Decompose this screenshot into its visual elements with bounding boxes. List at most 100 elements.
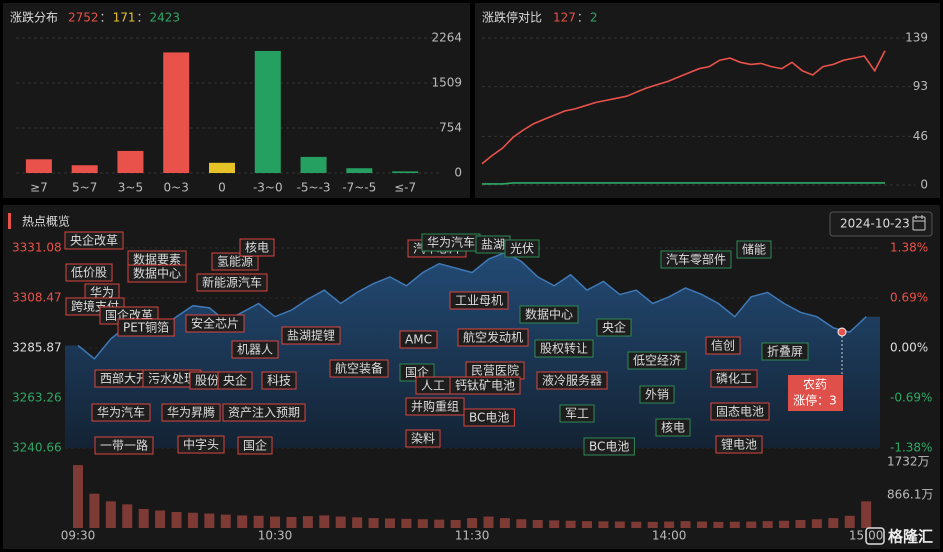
volume-bar <box>861 501 872 528</box>
hot-tag[interactable]: 低空经济 <box>627 351 687 370</box>
hot-tag[interactable]: 光伏 <box>504 239 540 258</box>
volume-bar <box>516 519 527 528</box>
hot-tag[interactable]: 资产注入预期 <box>222 403 306 422</box>
hot-tag[interactable]: 盐湖提锂 <box>281 326 341 345</box>
hot-tag[interactable]: 中字头 <box>177 435 225 454</box>
date-picker[interactable] <box>829 211 933 237</box>
hot-tag[interactable]: 锂电池 <box>715 435 763 454</box>
hot-tag[interactable]: BC电池 <box>463 408 515 427</box>
hot-tag[interactable]: 工业母机 <box>449 291 509 310</box>
y-tick-label: 1509 <box>431 76 462 90</box>
hot-tag[interactable]: BC电池 <box>583 437 635 456</box>
hot-tag[interactable]: AMC <box>399 330 438 349</box>
hot-tag[interactable]: 航空发动机 <box>457 328 529 347</box>
hot-tag[interactable]: 汽车零部件 <box>660 250 732 269</box>
hot-tag[interactable]: 华为汽车 <box>421 233 481 252</box>
hot-tag[interactable]: 央企 <box>596 318 632 337</box>
tag-label: 机器人 <box>237 343 273 357</box>
hot-tag[interactable]: 储能 <box>736 240 772 259</box>
tag-label: 华为昇腾 <box>167 405 215 420</box>
hot-tag[interactable]: 民营医院 <box>465 361 525 380</box>
hot-tag[interactable]: 并购重组 <box>405 397 465 416</box>
volume-bar <box>270 516 281 528</box>
hot-tag[interactable]: 国企 <box>237 436 273 455</box>
bar <box>163 52 190 174</box>
hot-tag[interactable]: 新能源汽车 <box>196 273 268 292</box>
tag-label: 锂电池 <box>721 437 757 452</box>
hot-tag[interactable]: 数据中心 <box>519 305 579 324</box>
hot-tag[interactable]: 数据中心 <box>127 264 187 283</box>
tag-box <box>519 305 579 324</box>
hot-tag[interactable]: 航空装备 <box>329 359 389 378</box>
hot-tag[interactable]: 液冷服务器 <box>536 371 608 390</box>
volume-bar <box>499 518 510 528</box>
tag-label: BC电池 <box>469 411 509 425</box>
hot-tag[interactable]: 氢能源 <box>211 252 259 271</box>
tag-label: 军工 <box>565 407 589 421</box>
hot-tag[interactable]: 数据要素 <box>127 250 187 269</box>
volume-bar <box>696 521 707 528</box>
tag-label: 磷化工 <box>716 371 752 386</box>
volume-bar <box>352 517 363 528</box>
volume-bar <box>89 493 100 528</box>
watermark: 格隆汇 <box>888 528 933 546</box>
tag-box <box>705 336 741 355</box>
x-tick-label: -5~-3 <box>297 181 331 195</box>
hot-tag[interactable]: PET铜箔 <box>117 318 175 337</box>
tag-box <box>596 318 632 337</box>
hot-tag[interactable]: 华为汽车 <box>91 403 151 422</box>
tag-box <box>177 435 225 454</box>
hot-tag[interactable]: 盐湖 <box>475 235 511 254</box>
hot-tag[interactable]: 人工 <box>415 376 451 395</box>
calendar-icon[interactable] <box>912 215 926 231</box>
hot-tag[interactable]: 一带一路 <box>94 436 154 455</box>
volume-bar <box>729 521 740 528</box>
volume-bar <box>795 519 806 528</box>
tag-box <box>222 403 306 422</box>
volume-bar <box>598 521 609 528</box>
hot-tag[interactable]: 染料 <box>405 429 441 448</box>
bar <box>346 168 373 173</box>
tag-label: 新能源汽车 <box>202 275 262 290</box>
hot-tag[interactable]: 核电 <box>239 238 275 257</box>
tag-label: 华为汽车 <box>97 405 145 420</box>
hot-tag[interactable]: 科技 <box>261 371 297 390</box>
volume-bar <box>713 521 724 528</box>
hot-tag[interactable]: 信创 <box>705 336 741 355</box>
tag-label: 外销 <box>645 388 669 402</box>
hot-tag[interactable]: 军工 <box>559 404 595 423</box>
hot-tag[interactable]: 钙钛矿电池 <box>449 376 521 395</box>
hot-tag[interactable]: 华为昇腾 <box>161 403 221 422</box>
hot-tag[interactable]: 低价股 <box>65 263 113 282</box>
tag-box <box>231 340 279 359</box>
hot-tag[interactable]: 固态电池 <box>710 402 770 421</box>
hot-tag[interactable]: 股份 <box>189 371 225 390</box>
y2-tick-label: 0.69% <box>890 291 928 305</box>
hot-tag[interactable]: 机器人 <box>231 340 279 359</box>
tag-box <box>399 330 438 349</box>
x-tick-label: 11:30 <box>455 529 490 543</box>
hot-tag[interactable]: 核电 <box>655 418 691 437</box>
volume-bar <box>335 516 346 528</box>
hot-tag[interactable]: 外销 <box>639 385 675 404</box>
hot-tag[interactable]: 央企 <box>217 371 253 390</box>
volume-bar <box>105 501 116 528</box>
hot-tag[interactable]: 污水处理 <box>142 369 202 388</box>
hot-tag[interactable]: 安全芯片 <box>185 314 245 333</box>
tag-box <box>261 371 297 390</box>
hot-tag[interactable]: 磷化工 <box>710 369 758 388</box>
tag-box <box>405 429 441 448</box>
tag-box <box>583 437 635 456</box>
hot-tag[interactable]: 央企改革 <box>64 231 124 250</box>
volume-bar <box>746 521 757 528</box>
tag-label: 污水处理 <box>148 372 196 386</box>
watermark-logo <box>865 527 885 545</box>
volume-bar <box>779 520 790 528</box>
hot-tag[interactable]: 股权转让 <box>534 339 594 358</box>
bar <box>71 165 98 173</box>
hot-tag[interactable]: 折叠屏 <box>761 342 809 361</box>
date[interactable]: 2024-10-23 <box>840 217 910 231</box>
tag-box <box>534 339 594 358</box>
hot-tag[interactable]: 华为 <box>84 283 120 302</box>
separator: ： <box>136 11 148 25</box>
